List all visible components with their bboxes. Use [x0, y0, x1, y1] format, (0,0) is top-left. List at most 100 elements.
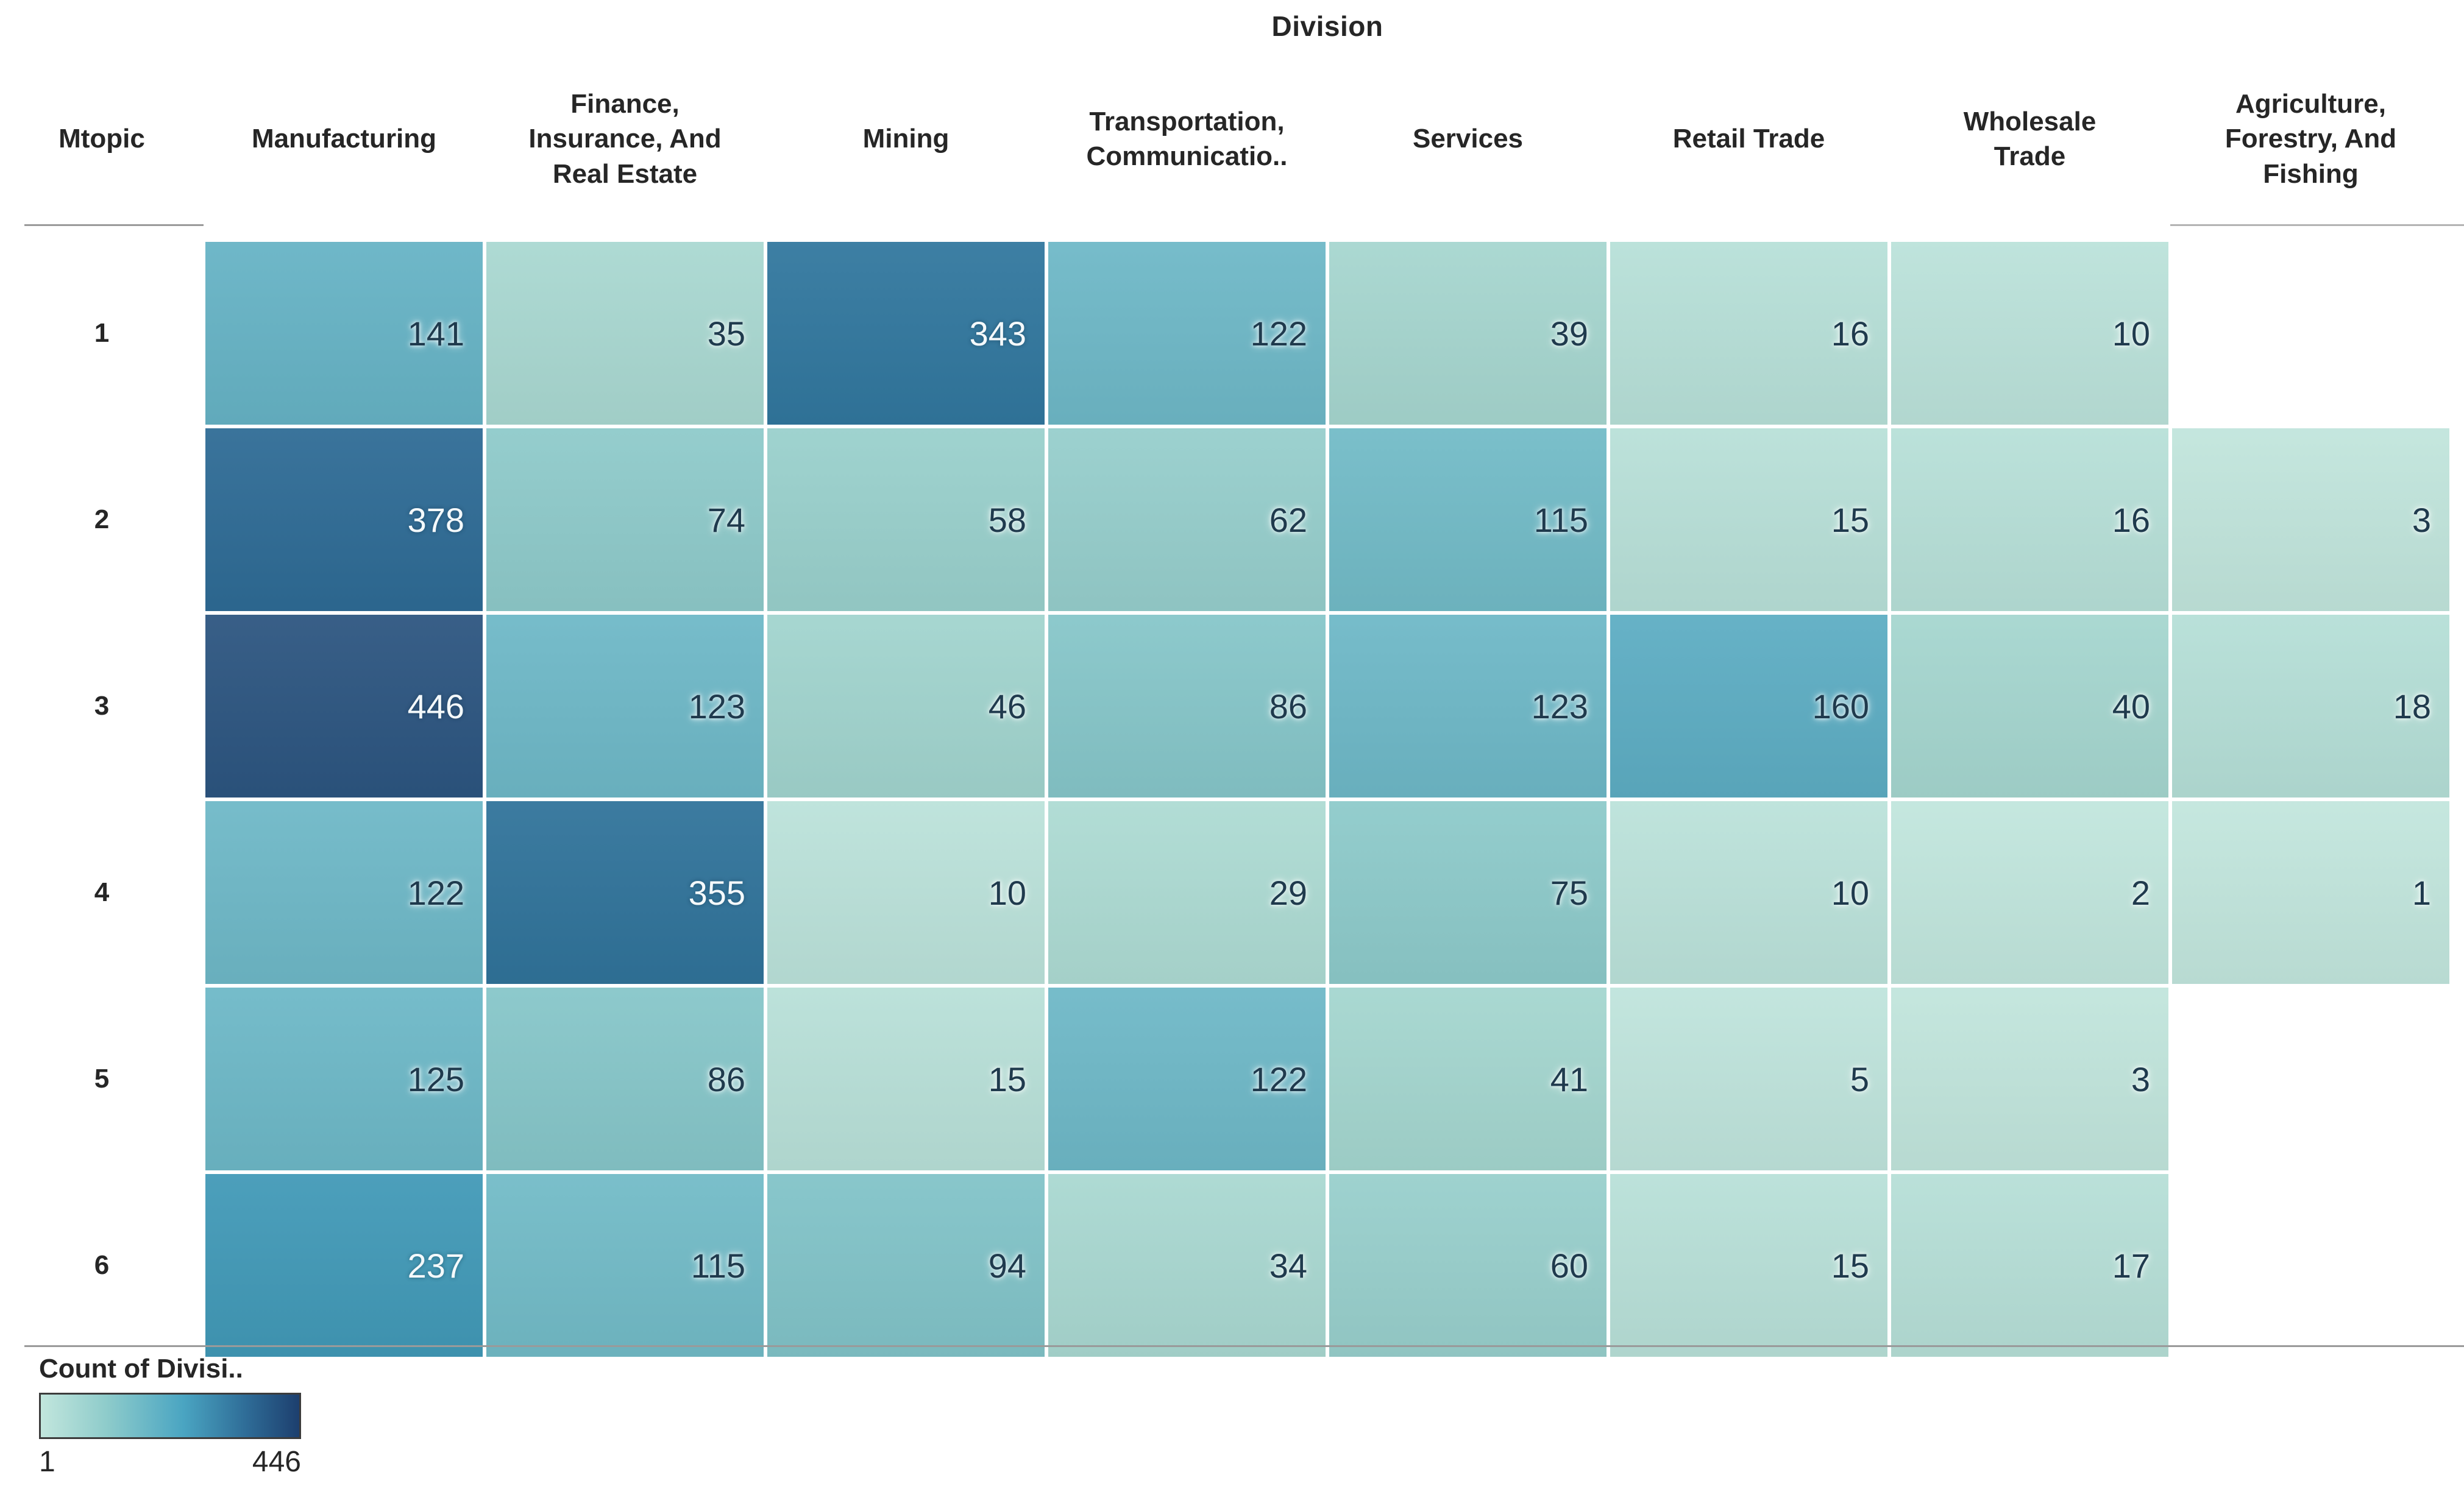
- heatmap-cell[interactable]: 17: [1889, 1172, 2170, 1359]
- cell-value: 17: [2112, 1246, 2150, 1285]
- cell-value: 343: [969, 314, 1026, 353]
- heatmap-cell[interactable]: 86: [1046, 613, 1327, 799]
- cell-value: 10: [2112, 314, 2150, 353]
- heatmap-cell[interactable]: 18: [2170, 613, 2451, 799]
- heatmap-cell[interactable]: 125: [204, 986, 485, 1172]
- heatmap-cell[interactable]: 16: [1889, 426, 2170, 613]
- column-header-1: Manufacturing: [251, 124, 437, 154]
- bottom-rule: [24, 1345, 2464, 1347]
- cell-value: 29: [1269, 873, 1307, 912]
- cell-value: 41: [1550, 1059, 1588, 1098]
- cell-value: 10: [988, 873, 1026, 912]
- heatmap-cell[interactable]: 123: [485, 613, 765, 799]
- heatmap-cell[interactable]: 378: [204, 426, 485, 613]
- heatmap-cell[interactable]: 15: [1608, 426, 1889, 613]
- heatmap-cell[interactable]: 115: [485, 1172, 765, 1359]
- cell-value: 446: [407, 687, 464, 726]
- row-label-5: 5: [0, 986, 204, 1172]
- cell-value: 15: [988, 1059, 1026, 1098]
- heatmap-cell[interactable]: 237: [204, 1172, 485, 1359]
- cell-value: 86: [707, 1059, 745, 1098]
- heatmap-cell[interactable]: 86: [485, 986, 765, 1172]
- cell-value: 60: [1550, 1246, 1588, 1285]
- row-header-label: Mtopic: [59, 124, 145, 154]
- cell-value: 5: [1850, 1059, 1869, 1098]
- column-header-5: Services: [1412, 124, 1524, 154]
- row-label-6: 6: [0, 1172, 204, 1359]
- heatmap-cell[interactable]: 74: [485, 426, 765, 613]
- cell-value: 15: [1831, 500, 1869, 539]
- cell-value: 115: [1533, 500, 1588, 539]
- heatmap-cell[interactable]: 5: [1608, 986, 1889, 1172]
- heatmap-cell[interactable]: 446: [204, 613, 485, 799]
- legend-labels: 1 446: [39, 1445, 301, 1479]
- heatmap-cell[interactable]: 39: [1327, 240, 1608, 426]
- cell-value: 123: [1531, 687, 1588, 726]
- header-rule-left: [24, 224, 204, 226]
- color-legend: Count of Divisi.. 1 446: [39, 1354, 405, 1479]
- cell-value: 355: [688, 873, 745, 912]
- heatmap-cell[interactable]: 343: [765, 240, 1046, 426]
- heatmap-cell[interactable]: 141: [204, 240, 485, 426]
- cell-value: 3: [2412, 500, 2431, 539]
- cell-value: 237: [407, 1246, 464, 1285]
- heatmap-cell[interactable]: 122: [1046, 240, 1327, 426]
- heatmap-cell: [2170, 240, 2451, 426]
- heatmap-cell: [2170, 1172, 2451, 1359]
- heatmap-cell[interactable]: 75: [1327, 799, 1608, 986]
- heatmap-cell[interactable]: 46: [765, 613, 1046, 799]
- heatmap-cell[interactable]: 60: [1327, 1172, 1608, 1359]
- heatmap-cell[interactable]: 2: [1889, 799, 2170, 986]
- column-header-4: Transportation, Communicatio..: [1086, 106, 1288, 171]
- cell-value: 39: [1550, 314, 1588, 353]
- heatmap-cell[interactable]: 94: [765, 1172, 1046, 1359]
- cell-value: 2: [2131, 873, 2150, 912]
- chart-title: Division: [1271, 10, 1383, 42]
- heatmap-cell[interactable]: 115: [1327, 426, 1608, 613]
- heatmap-cell[interactable]: 15: [765, 986, 1046, 1172]
- cell-value: 115: [691, 1246, 745, 1285]
- cell-value: 18: [2393, 687, 2431, 726]
- heatmap-cell[interactable]: 122: [1046, 986, 1327, 1172]
- heatmap-cell[interactable]: 160: [1608, 613, 1889, 799]
- heatmap-cell[interactable]: 10: [1608, 799, 1889, 986]
- cell-value: 160: [1812, 687, 1869, 726]
- heatmap-cell[interactable]: 3: [1889, 986, 2170, 1172]
- heatmap-cell[interactable]: 34: [1046, 1172, 1327, 1359]
- heatmap-cell[interactable]: 355: [485, 799, 765, 986]
- cell-value: 15: [1831, 1246, 1869, 1285]
- heatmap-cell[interactable]: 41: [1327, 986, 1608, 1172]
- legend-title: Count of Divisi..: [39, 1354, 243, 1384]
- heatmap-cell[interactable]: 58: [765, 426, 1046, 613]
- row-label-4: 4: [0, 799, 204, 986]
- row-label-1: 1: [0, 240, 204, 426]
- cell-value: 16: [2112, 500, 2150, 539]
- legend-max-label: 446: [252, 1446, 301, 1478]
- column-header-8: Agriculture, Forestry, And Fishing: [2224, 89, 2397, 189]
- heatmap-cell[interactable]: 62: [1046, 426, 1327, 613]
- cell-value: 75: [1550, 873, 1588, 912]
- legend-min-label: 1: [39, 1446, 55, 1478]
- cell-value: 122: [407, 873, 464, 912]
- cell-value: 1: [2412, 873, 2431, 912]
- cell-value: 40: [2112, 687, 2150, 726]
- heatmap-cell[interactable]: 35: [485, 240, 765, 426]
- heatmap-cell[interactable]: 3: [2170, 426, 2451, 613]
- heatmap-cell[interactable]: 16: [1608, 240, 1889, 426]
- heatmap-cell[interactable]: 15: [1608, 1172, 1889, 1359]
- column-header-6: Retail Trade: [1672, 124, 1825, 154]
- cell-value: 34: [1269, 1246, 1307, 1285]
- heatmap-cell[interactable]: 10: [765, 799, 1046, 986]
- heatmap-cell[interactable]: 122: [204, 799, 485, 986]
- heatmap-cell[interactable]: 29: [1046, 799, 1327, 986]
- cell-value: 10: [1831, 873, 1869, 912]
- cell-value: 141: [407, 314, 464, 353]
- cell-value: 123: [688, 687, 745, 726]
- heatmap-cell[interactable]: 40: [1889, 613, 2170, 799]
- cell-value: 35: [707, 314, 745, 353]
- cell-value: 3: [2131, 1059, 2150, 1098]
- heatmap-cell[interactable]: 10: [1889, 240, 2170, 426]
- heatmap-cell[interactable]: 123: [1327, 613, 1608, 799]
- heatmap-cell[interactable]: 1: [2170, 799, 2451, 986]
